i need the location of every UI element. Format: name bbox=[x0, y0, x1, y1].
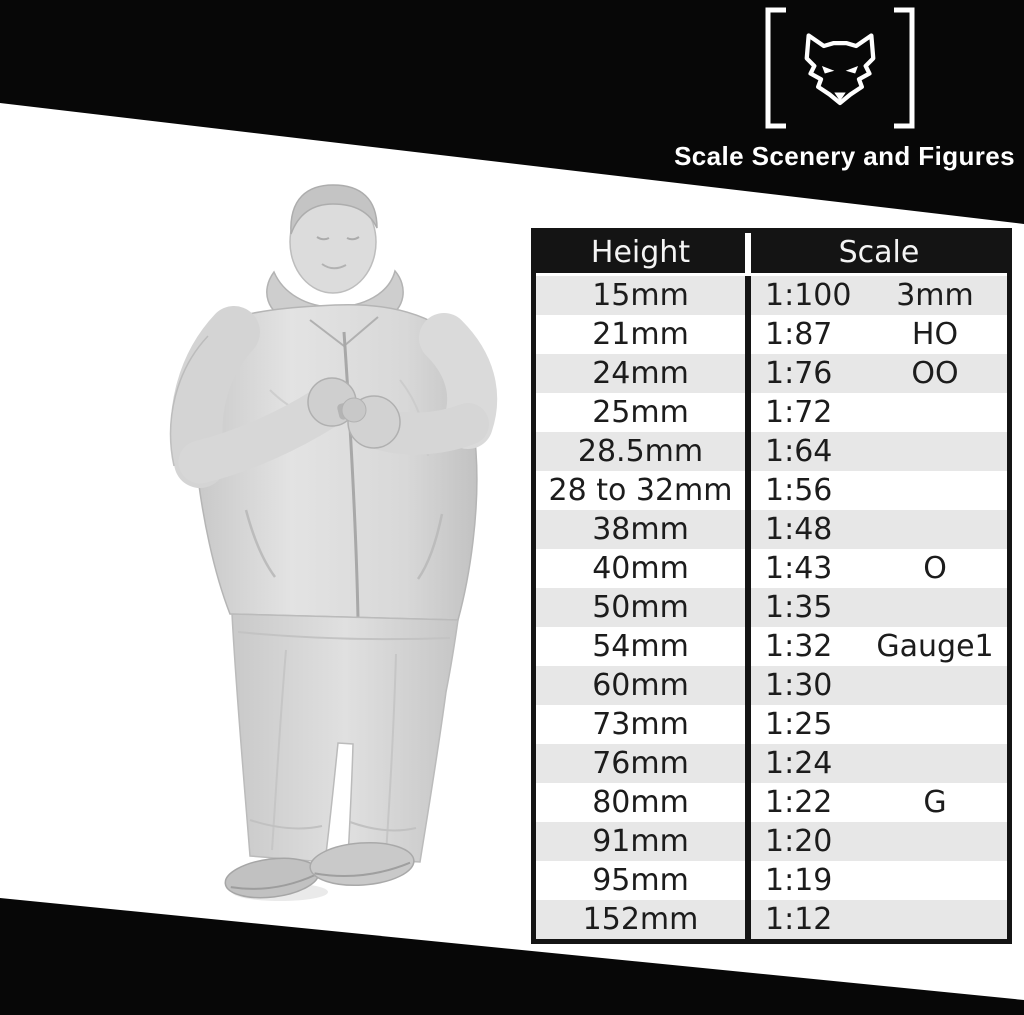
scale-cell: 1:43 O bbox=[745, 549, 1007, 588]
height-cell: 60mm bbox=[536, 666, 745, 705]
scale-cell: 1:87 HO bbox=[745, 315, 1007, 354]
scale-ratio: 1:64 bbox=[765, 433, 833, 469]
height-cell: 25mm bbox=[536, 393, 745, 432]
height-cell: 76mm bbox=[536, 744, 745, 783]
table-row: 80mm 1:22 G bbox=[536, 783, 1007, 822]
scale-cell: 1:30 bbox=[745, 666, 1007, 705]
wolf-brackets-logo bbox=[765, 7, 915, 129]
height-cell: 73mm bbox=[536, 705, 745, 744]
scale-ratio: 1:56 bbox=[765, 472, 833, 508]
scale-table: Height Scale 15mm 1:100 3mm 21mm 1:87 HO… bbox=[531, 228, 1012, 944]
scale-cell: 1:64 bbox=[745, 432, 1007, 471]
jeans-hem-folds bbox=[249, 819, 417, 832]
scale-cell: 1:25 bbox=[745, 705, 1007, 744]
scale-cell: 1:24 bbox=[745, 744, 1007, 783]
jeans-waist-line bbox=[237, 631, 451, 641]
table-row: 15mm 1:100 3mm bbox=[536, 276, 1007, 315]
table-row: 73mm 1:25 bbox=[536, 705, 1007, 744]
gauge-label: OO bbox=[911, 355, 959, 391]
scale-cell: 1:32 Gauge1 bbox=[745, 627, 1007, 666]
scale-ratio: 1:76 bbox=[765, 355, 833, 391]
scale-cell: 1:19 bbox=[745, 861, 1007, 900]
gauge-label: HO bbox=[911, 316, 959, 352]
left-arm-outline bbox=[169, 335, 209, 467]
scale-ratio: 1:100 bbox=[765, 277, 852, 313]
scale-cell: 1:12 bbox=[745, 900, 1007, 939]
table-row: 50mm 1:35 bbox=[536, 588, 1007, 627]
right-thumb bbox=[341, 397, 367, 423]
height-cell: 50mm bbox=[536, 588, 745, 627]
scale-cell: 1:20 bbox=[745, 822, 1007, 861]
scale-ratio: 1:20 bbox=[765, 823, 833, 859]
brand-title: Scale Scenery and Figures bbox=[674, 141, 1015, 171]
scale-cell: 1:35 bbox=[745, 588, 1007, 627]
height-cell: 95mm bbox=[536, 861, 745, 900]
scale-ratio: 1:87 bbox=[765, 316, 833, 352]
gauge-label: Gauge1 bbox=[876, 628, 994, 664]
height-cell: 38mm bbox=[536, 510, 745, 549]
scale-cell: 1:76 OO bbox=[745, 354, 1007, 393]
gauge-label: G bbox=[923, 784, 947, 820]
scale-cell: 1:100 3mm bbox=[745, 276, 1007, 315]
height-cell: 91mm bbox=[536, 822, 745, 861]
table-row: 54mm 1:32 Gauge1 bbox=[536, 627, 1007, 666]
scale-cell: 1:72 bbox=[745, 393, 1007, 432]
figure-jeans bbox=[231, 613, 459, 863]
scale-ratio: 1:32 bbox=[765, 628, 833, 664]
column-header-height: Height bbox=[536, 233, 745, 273]
scale-ratio: 1:30 bbox=[765, 667, 833, 703]
height-cell: 54mm bbox=[536, 627, 745, 666]
table-row: 95mm 1:19 bbox=[536, 861, 1007, 900]
scale-ratio: 1:19 bbox=[765, 862, 833, 898]
height-cell: 80mm bbox=[536, 783, 745, 822]
bottom-black-band bbox=[0, 898, 1024, 1015]
table-body: 15mm 1:100 3mm 21mm 1:87 HO 24mm 1:76 OO… bbox=[536, 276, 1007, 939]
figure-hair bbox=[290, 184, 378, 235]
right-bracket-icon bbox=[894, 7, 915, 129]
scale-ratio: 1:24 bbox=[765, 745, 833, 781]
gauge-label: O bbox=[923, 550, 947, 586]
table-row: 21mm 1:87 HO bbox=[536, 315, 1007, 354]
height-cell: 21mm bbox=[536, 315, 745, 354]
jeans-creases bbox=[271, 649, 397, 855]
scale-ratio: 1:22 bbox=[765, 784, 833, 820]
scale-ratio: 1:25 bbox=[765, 706, 833, 742]
scale-cell: 1:22 G bbox=[745, 783, 1007, 822]
table-header-row: Height Scale bbox=[536, 233, 1007, 273]
man-checking-watch-figure bbox=[169, 184, 498, 901]
scale-ratio: 1:35 bbox=[765, 589, 833, 625]
table-row: 25mm 1:72 bbox=[536, 393, 1007, 432]
scale-ratio: 1:12 bbox=[765, 901, 833, 937]
jacket-zipper bbox=[342, 331, 360, 619]
height-cell: 152mm bbox=[536, 900, 745, 939]
figure-mouth bbox=[321, 263, 347, 270]
table-row: 60mm 1:30 bbox=[536, 666, 1007, 705]
scale-ratio: 1:43 bbox=[765, 550, 833, 586]
height-cell: 28.5mm bbox=[536, 432, 745, 471]
table-row: 28.5mm 1:64 bbox=[536, 432, 1007, 471]
table-row: 28 to 32mm 1:56 bbox=[536, 471, 1007, 510]
table-row: 76mm 1:24 bbox=[536, 744, 1007, 783]
left-bracket-icon bbox=[765, 7, 786, 129]
table-row: 40mm 1:43 O bbox=[536, 549, 1007, 588]
wolf-icon bbox=[804, 33, 876, 106]
right-shoe bbox=[309, 841, 415, 887]
height-cell: 24mm bbox=[536, 354, 745, 393]
table-row: 91mm 1:20 bbox=[536, 822, 1007, 861]
jacket-pockets bbox=[244, 509, 444, 580]
height-cell: 40mm bbox=[536, 549, 745, 588]
scale-cell: 1:56 bbox=[745, 471, 1007, 510]
table-row: 24mm 1:76 OO bbox=[536, 354, 1007, 393]
gauge-label: 3mm bbox=[896, 277, 974, 313]
figure-eyes bbox=[316, 236, 360, 241]
scale-ratio: 1:72 bbox=[765, 394, 833, 430]
column-header-scale: Scale bbox=[751, 233, 1007, 273]
table-row: 152mm 1:12 bbox=[536, 900, 1007, 939]
height-cell: 28 to 32mm bbox=[536, 471, 745, 510]
height-cell: 15mm bbox=[536, 276, 745, 315]
scale-ratio: 1:48 bbox=[765, 511, 833, 547]
table-row: 38mm 1:48 bbox=[536, 510, 1007, 549]
scale-cell: 1:48 bbox=[745, 510, 1007, 549]
